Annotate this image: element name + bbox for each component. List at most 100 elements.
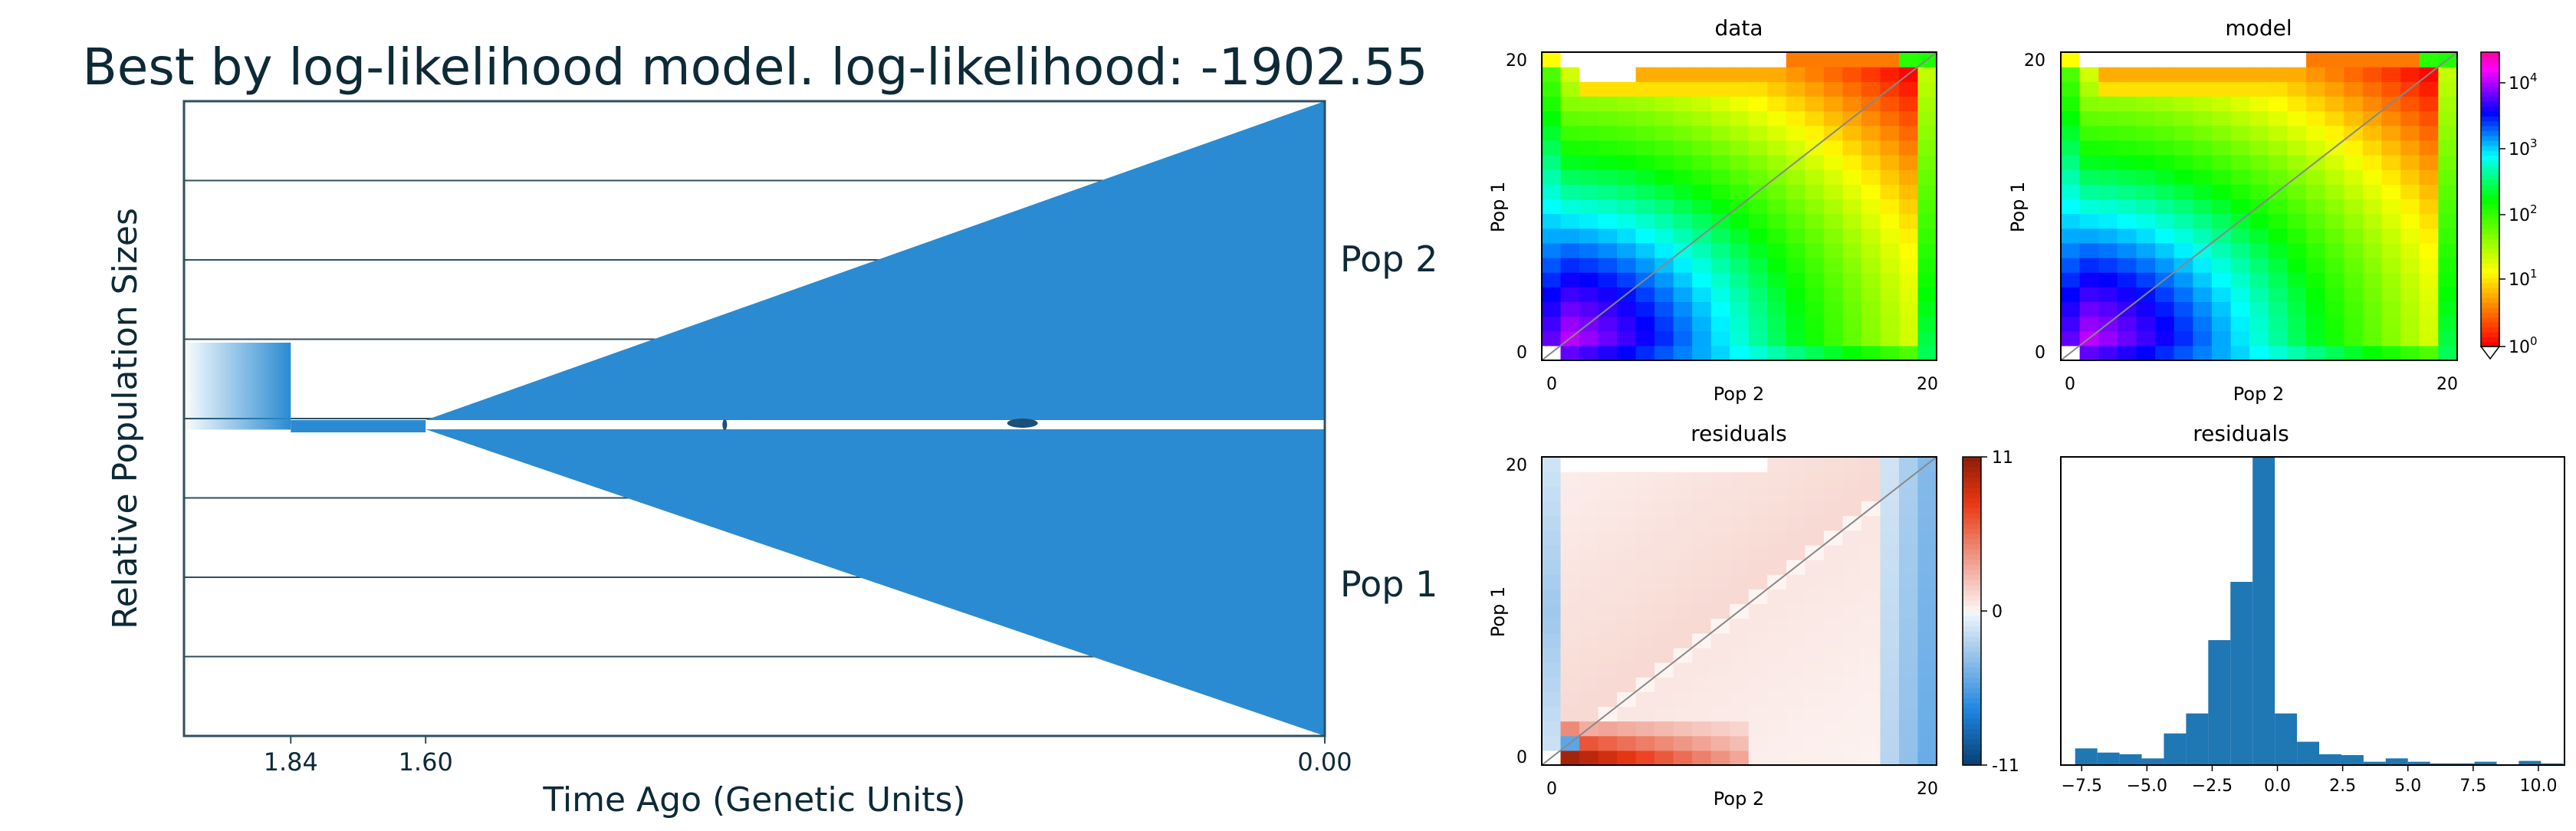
model-heatmap-cell <box>2155 81 2175 97</box>
residuals-heatmap-cell <box>1823 544 1843 560</box>
data-heatmap-cell <box>1861 301 1881 317</box>
residual-colorbar-segment <box>1963 564 1981 571</box>
model-heatmap-cell <box>2438 345 2458 361</box>
residual-colorbar-segment <box>1963 652 1981 658</box>
model-heatmap-cell <box>2061 140 2081 156</box>
data-heatmap-cell <box>1748 81 1768 97</box>
residuals-heatmap-cell <box>1692 486 1712 502</box>
data-heatmap-cell <box>1898 272 1919 287</box>
residuals-heatmap-cell <box>1861 471 1881 487</box>
model-heatmap-cell <box>2098 345 2118 361</box>
model-heatmap-cell <box>2287 330 2307 347</box>
model-heatmap-cell <box>2306 316 2326 332</box>
data-heatmap-cell <box>1861 330 1881 347</box>
model-heatmap-cell <box>2438 110 2458 126</box>
model-heatmap-cell <box>2061 169 2081 185</box>
data-heatmap-cell <box>1917 213 1937 229</box>
data-heatmap-cell <box>1598 125 1618 141</box>
residuals-heatmap-cell <box>1786 706 1806 722</box>
model-heatmap-cell <box>2061 301 2081 317</box>
colorbar-segment <box>2481 175 2499 181</box>
model-heatmap-cell <box>2211 199 2232 215</box>
data-heatmap-cell <box>1710 155 1730 170</box>
data-heatmap-cell <box>1673 316 1693 332</box>
model-heatmap-cell <box>2230 228 2250 244</box>
residuals-heatmap-cell <box>1748 544 1768 560</box>
model-heatmap-cell <box>2344 258 2364 273</box>
histogram-bar <box>2141 758 2164 765</box>
histogram-bar <box>2230 581 2253 765</box>
data-heatmap-cell <box>1880 184 1900 200</box>
residuals-heatmap-cell <box>1898 618 1919 634</box>
model-heatmap-cell <box>2287 213 2307 229</box>
colorbar-segment <box>2481 96 2499 102</box>
data-heatmap-cell <box>1898 110 1919 126</box>
data-heatmap-cell <box>1692 213 1712 229</box>
model-heatmap-cell <box>2438 184 2458 200</box>
data-heatmap-cell <box>1542 316 1562 332</box>
model-heatmap-cell <box>2306 345 2326 361</box>
residuals-heatmap-cell <box>1692 603 1712 619</box>
data-heatmap-cell <box>1673 125 1693 141</box>
data-heatmap-cell <box>1786 287 1806 303</box>
data-heatmap-cell <box>1842 272 1862 287</box>
residuals-heatmap-cell <box>1786 544 1806 560</box>
colorbar-tick-label: 103 <box>2509 136 2538 159</box>
data-heatmap-cell <box>1673 228 1693 244</box>
residuals-heatmap-cell <box>1542 603 1562 619</box>
data-heatmap-cell <box>1786 81 1806 97</box>
colorbar-segment <box>2481 218 2499 225</box>
model-heatmap-cell <box>2249 287 2269 303</box>
residuals-x-tick-max: 20 <box>1917 780 1938 799</box>
residuals-heatmap-cell <box>1560 560 1580 575</box>
data-heatmap-cell <box>1842 316 1862 332</box>
residuals-heatmap-cell <box>1692 750 1712 766</box>
residuals-heatmap-cell <box>1692 589 1712 605</box>
data-heatmap-cell <box>1579 301 1599 317</box>
data-heatmap-cell <box>1617 316 1637 332</box>
residuals-heatmap-cell <box>1823 632 1843 649</box>
model-heatmap-cell <box>2306 242 2326 258</box>
residuals-heatmap-cell <box>1786 530 1806 546</box>
data-heatmap-cell <box>1692 125 1712 141</box>
data-heatmap-cell <box>1767 81 1787 97</box>
residuals-heatmap-cell <box>1842 632 1862 649</box>
model-heatmap-cell <box>2155 287 2175 303</box>
data-heatmap-cell <box>1579 228 1599 244</box>
residual-colorbar-segment <box>1963 714 1981 720</box>
model-heatmap-cell <box>2438 213 2458 229</box>
colorbar-segment <box>2481 258 2499 264</box>
residuals-heatmap-cell <box>1805 721 1825 737</box>
colorbar-segment <box>2481 120 2499 126</box>
data-heatmap-cell <box>1542 96 1562 112</box>
model-heatmap-cell <box>2306 213 2326 229</box>
model-heatmap-cell <box>2306 140 2326 156</box>
model-heatmap-cell <box>2061 228 2081 244</box>
data-heatmap-cell <box>1692 199 1712 215</box>
model-heatmap-cell <box>2344 213 2364 229</box>
residuals-heatmap-cell <box>1842 647 1862 663</box>
residuals-heatmap-cell <box>1542 574 1562 590</box>
residuals-heatmap-cell <box>1692 735 1712 751</box>
residuals-heatmap-cell <box>1898 486 1919 502</box>
residuals-heatmap-cell <box>1861 486 1881 502</box>
residuals-heatmap-cell <box>1842 486 1862 502</box>
data-heatmap-cell <box>1654 155 1674 170</box>
residuals-heatmap-cell <box>1692 560 1712 575</box>
model-heatmap-cell <box>2325 330 2344 347</box>
data-heatmap-cell <box>1617 52 1637 67</box>
model-heatmap-cell <box>2419 330 2439 347</box>
model-heatmap-cell <box>2230 52 2250 67</box>
residuals-heatmap-cell <box>1560 589 1580 605</box>
residuals-heatmap-cell <box>1654 735 1674 751</box>
histogram-bar <box>2186 713 2209 765</box>
data-heatmap-cell <box>1598 52 1618 67</box>
model-heatmap-cell <box>2136 140 2156 156</box>
model-heatmap-cell <box>2079 52 2099 67</box>
colorbar-segment <box>2481 228 2499 235</box>
data-heatmap-cell <box>1730 272 1750 287</box>
data-heatmap-cell <box>1898 199 1919 215</box>
data-heatmap-cell <box>1635 199 1655 215</box>
model-heatmap-cell <box>2061 287 2081 303</box>
residuals-heatmap-cell <box>1598 589 1618 605</box>
